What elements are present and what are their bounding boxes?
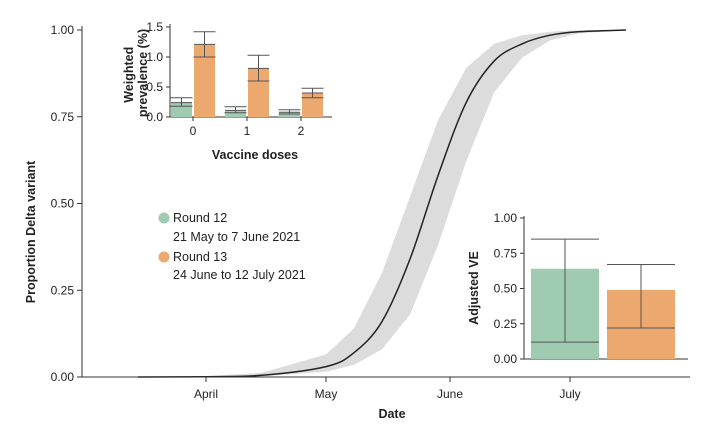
inset-ve-y-tick-label: 0.75 bbox=[494, 246, 518, 260]
inset-prevalence-y-tick-label: 0.5 bbox=[146, 80, 163, 94]
inset-prevalence-chart: 0.00.51.01.50 1 2 Weighted prevalence (%) … bbox=[120, 12, 338, 177]
x-tick-label: July bbox=[559, 387, 580, 401]
x-tick-label: June bbox=[437, 387, 463, 401]
y-tick-label: 1.00 bbox=[51, 23, 75, 37]
legend-label-round-12: Round 12 bbox=[173, 211, 227, 225]
y-tick-label: 0.50 bbox=[51, 197, 75, 211]
legend: Round 12 21 May to 7 June 2021 Round 13 … bbox=[158, 211, 306, 282]
inset-prevalence-ylabel-line1: Weighted bbox=[122, 47, 136, 103]
y-tick-label: 0.00 bbox=[51, 370, 75, 384]
confidence-band bbox=[138, 30, 626, 377]
inset-prevalence-y-tick-label: 1.0 bbox=[146, 50, 163, 64]
inset-prevalence-y-tick-label: 0.0 bbox=[146, 110, 163, 124]
x-axis-label: Date bbox=[378, 407, 405, 421]
inset-ve-y-tick-label: 1.00 bbox=[494, 211, 518, 225]
fitted-line bbox=[137, 29, 627, 378]
inset-prevalence-bar bbox=[279, 112, 300, 117]
x-tick-label: May bbox=[315, 387, 338, 401]
inset-prevalence-y-tick-label: 1.5 bbox=[146, 20, 163, 34]
x-tick-label: April bbox=[194, 387, 218, 401]
inset-prevalence-bar bbox=[194, 44, 215, 117]
inset-prevalence-plot: 0.0 0.5 1.0 1.5 0 1 2 bbox=[146, 20, 332, 138]
inset-ve-y-tick-label: 0.00 bbox=[494, 352, 518, 366]
inset-prevalence-ylabel: Weighted prevalence (%) bbox=[122, 29, 150, 117]
legend-label-round-13: Round 13 bbox=[173, 250, 227, 264]
inset-prevalence-xlabel: Vaccine doses bbox=[212, 148, 298, 162]
inset-prevalence-background bbox=[120, 12, 338, 177]
y-axis-label: Proportion Delta variant bbox=[24, 160, 38, 303]
inset-prevalence-x-tick-label: 1 bbox=[244, 124, 251, 138]
inset-prevalence-x-tick-label: 0 bbox=[190, 124, 197, 138]
y-tick-label: 0.75 bbox=[51, 110, 75, 124]
inset-ve-plot: 0.00 0.25 0.50 0.75 1.00 bbox=[494, 211, 688, 366]
legend-marker-round-12 bbox=[158, 212, 170, 224]
inset-ve-chart: 0.00 0.25 0.50 0.75 1.00 Adjusted VE bbox=[466, 205, 690, 370]
legend-detail-round-13: 24 June to 12 July 2021 bbox=[173, 268, 306, 282]
inset-ve-ylabel: Adjusted VE bbox=[467, 251, 481, 325]
inset-prevalence-ylabel-line2: prevalence (%) bbox=[136, 29, 150, 117]
inset-prevalence-bar bbox=[302, 93, 323, 117]
inset-ve-y-tick-label: 0.50 bbox=[494, 282, 518, 296]
inset-ve-y-tick-label: 0.25 bbox=[494, 317, 518, 331]
y-tick-label: 0.25 bbox=[51, 283, 75, 297]
inset-prevalence-bar bbox=[225, 110, 246, 117]
legend-detail-round-12: 21 May to 7 June 2021 bbox=[173, 230, 300, 244]
inset-prevalence-x-tick-label: 2 bbox=[298, 124, 305, 138]
legend-marker-round-13 bbox=[158, 251, 170, 263]
